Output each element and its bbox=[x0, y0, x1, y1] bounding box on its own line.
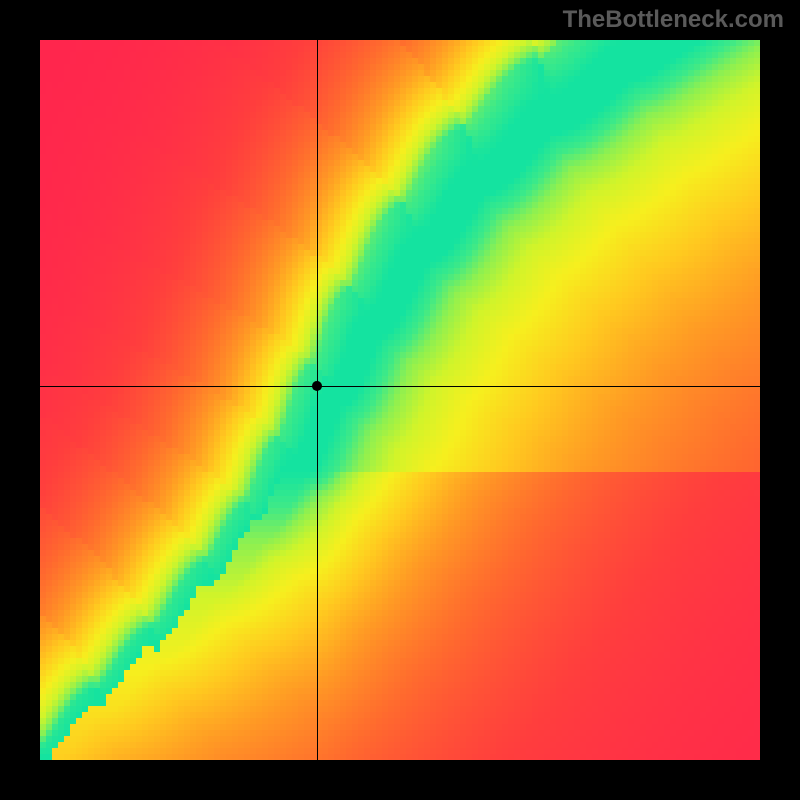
bottleneck-heatmap bbox=[40, 40, 760, 760]
image-root: TheBottleneck.com bbox=[0, 0, 800, 800]
watermark-text: TheBottleneck.com bbox=[563, 6, 784, 34]
